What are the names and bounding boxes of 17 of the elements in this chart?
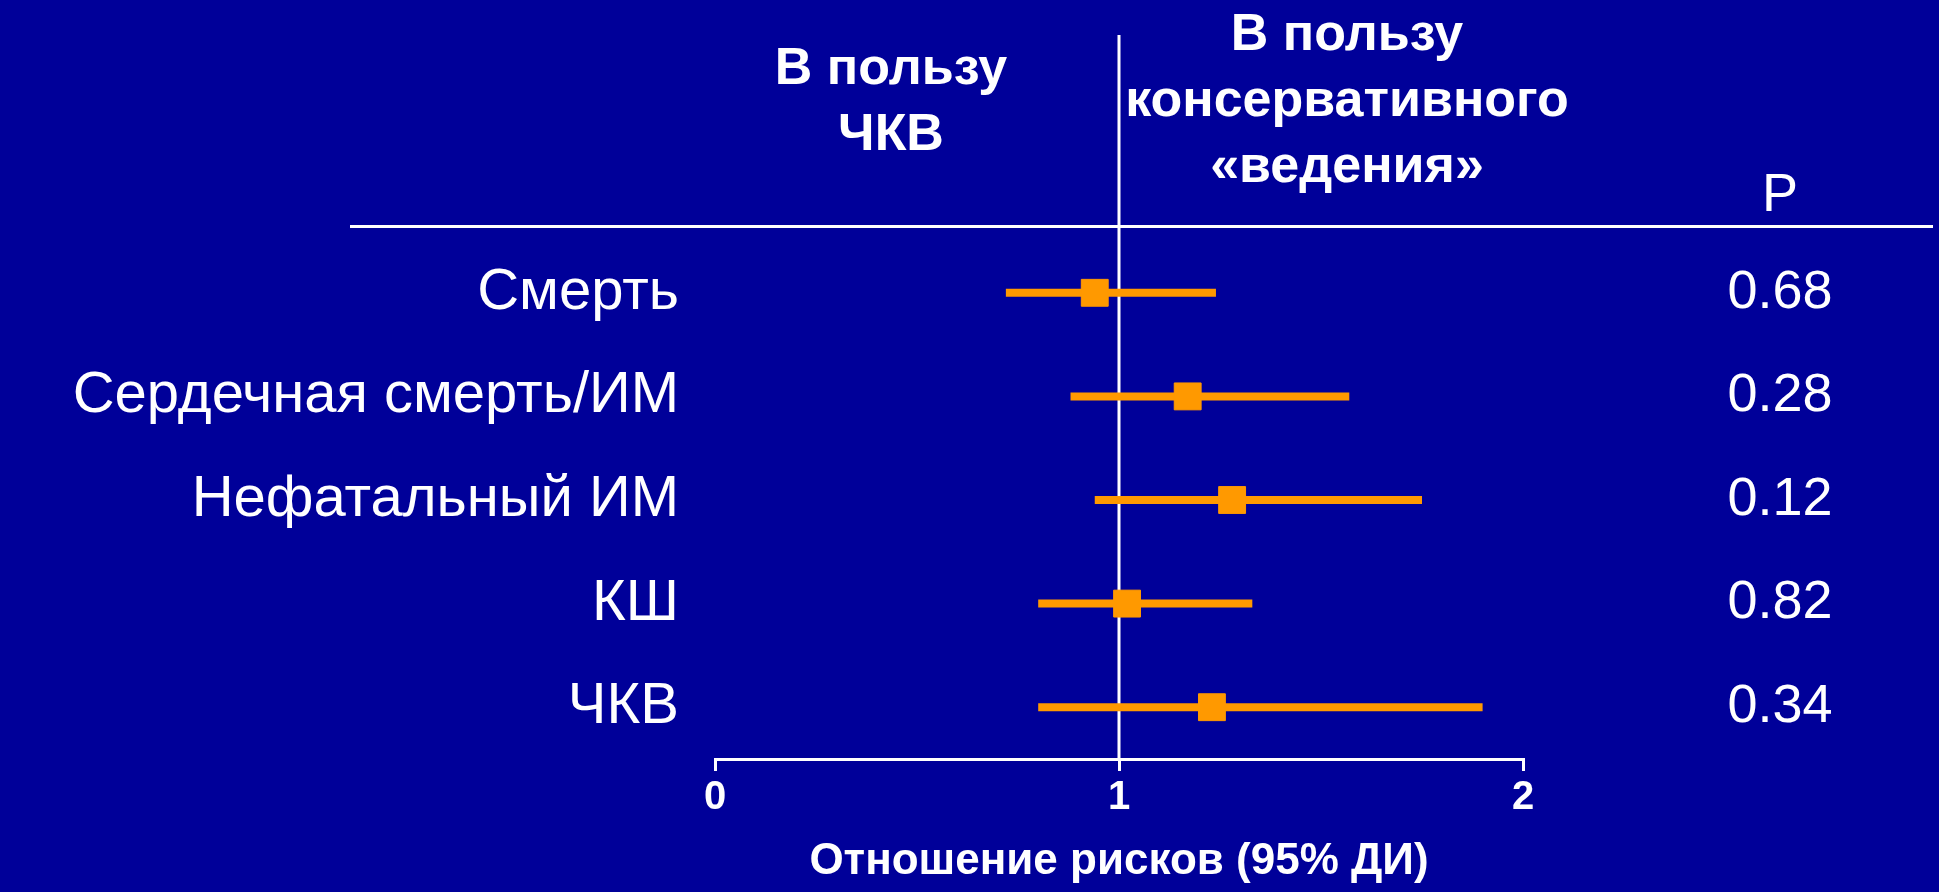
y-tick-label: КШ — [592, 566, 679, 632]
x-tick-label: 0 — [703, 773, 727, 818]
text: P — [1761, 161, 1799, 222]
text: В пользу ЧКВ — [774, 37, 1008, 162]
x-tick-label: 2 — [1511, 773, 1535, 818]
text: 0.68 — [1727, 258, 1833, 319]
y-tick-label: ЧКВ — [567, 670, 679, 736]
y-tick-label: Сердечная смерть/ИМ — [72, 359, 679, 425]
text: 0.12 — [1727, 465, 1833, 526]
x-tick-label: 1 — [1107, 773, 1131, 818]
text: 0.82 — [1727, 569, 1833, 630]
y-tick-label: Смерть — [477, 255, 679, 321]
y-tick-label: Нефатальный ИМ — [191, 463, 679, 528]
text: 0.34 — [1727, 673, 1833, 734]
text: В пользу консервативного «ведения» — [1125, 3, 1569, 194]
x-axis-title: Отношение рисков (95% ДИ) — [809, 833, 1429, 883]
text: 0.28 — [1727, 362, 1833, 423]
